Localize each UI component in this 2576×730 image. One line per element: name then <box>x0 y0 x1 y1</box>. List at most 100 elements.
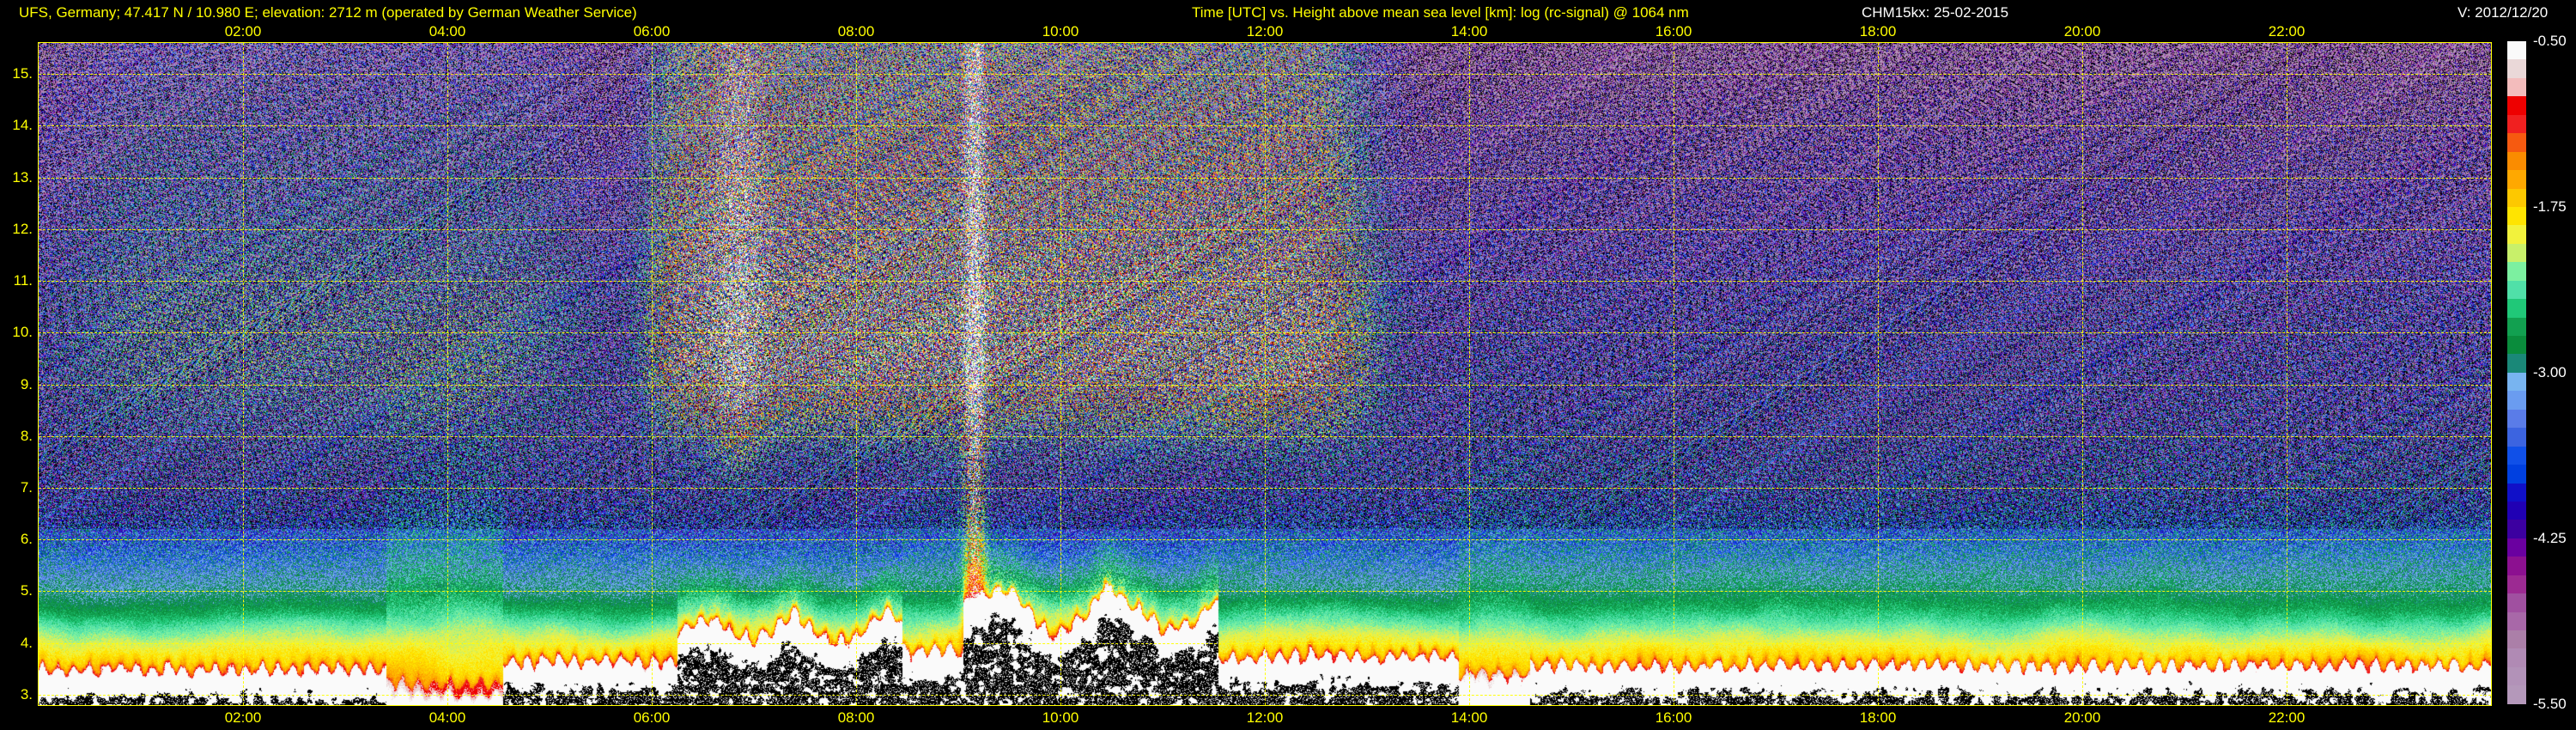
grid-line-horizontal <box>39 591 2491 593</box>
y-tick-5: 5. <box>20 582 33 599</box>
colorbar-segment <box>2507 299 2526 318</box>
colorbar-segment <box>2507 170 2526 189</box>
y-tick-6: 6. <box>20 531 33 548</box>
x-tick-bottom-1400: 14:00 <box>1450 709 1488 726</box>
y-tick-12: 12. <box>12 220 33 237</box>
colorbar-tick-0: -0.50 <box>2533 33 2567 49</box>
colorbar-segment <box>2507 409 2526 429</box>
grid-line-vertical <box>1060 43 1061 705</box>
grid-line-vertical <box>652 43 653 705</box>
y-tick-11: 11. <box>13 272 33 289</box>
grid-line-horizontal <box>39 694 2491 696</box>
colorbar-tick-4: -5.50 <box>2533 696 2567 712</box>
y-tick-3: 3. <box>20 685 33 703</box>
colorbar-tick-2: -3.00 <box>2533 364 2567 380</box>
x-tick-bottom-1000: 10:00 <box>1042 709 1079 726</box>
colorbar-segment <box>2507 354 2526 373</box>
colorbar-segment <box>2507 77 2526 97</box>
grid-line-horizontal <box>39 435 2491 437</box>
colorbar-segment <box>2507 465 2526 484</box>
x-tick-bottom-1600: 16:00 <box>1655 709 1692 726</box>
x-tick-top-2200: 22:00 <box>2268 23 2306 40</box>
colorbar-tick-3: -4.25 <box>2533 530 2567 546</box>
x-tick-bottom-0200: 02:00 <box>224 709 262 726</box>
grid-line-horizontal <box>39 125 2491 127</box>
grid-line-horizontal <box>39 488 2491 490</box>
x-tick-bottom-2200: 22:00 <box>2268 709 2306 726</box>
colorbar-segment <box>2507 575 2526 594</box>
grid-line-vertical <box>2082 43 2083 705</box>
colorbar-segment <box>2507 593 2526 612</box>
colorbar-segment <box>2507 96 2526 115</box>
colorbar-segment <box>2507 262 2526 281</box>
grid-line-horizontal <box>39 332 2491 334</box>
x-tick-bottom-1800: 18:00 <box>1859 709 1897 726</box>
x-tick-top-0400: 04:00 <box>428 23 466 40</box>
colorbar-segment <box>2507 648 2526 667</box>
colorbar-segment <box>2507 501 2526 520</box>
colorbar-segment <box>2507 372 2526 392</box>
colorbar-segment <box>2507 391 2526 410</box>
colorbar-segment <box>2507 151 2526 171</box>
grid-line-vertical <box>243 43 244 705</box>
colorbar-segment <box>2507 59 2526 78</box>
colorbar-segment <box>2507 41 2526 60</box>
colorbar-segment <box>2507 280 2526 300</box>
grid-line-horizontal <box>39 228 2491 230</box>
colorbar-segment <box>2507 630 2526 649</box>
colorbar-segment <box>2507 428 2526 447</box>
x-tick-bottom-0800: 08:00 <box>837 709 875 726</box>
grid-line-vertical <box>1469 43 1470 705</box>
colorbar-segment <box>2507 685 2526 704</box>
colorbar-segment <box>2507 483 2526 502</box>
x-tick-top-0200: 02:00 <box>224 23 262 40</box>
x-tick-top-0800: 08:00 <box>837 23 875 40</box>
x-tick-top-2000: 20:00 <box>2063 23 2101 40</box>
colorbar-segment <box>2507 611 2526 630</box>
colorbar-segment <box>2507 538 2526 557</box>
version-label: V: 2012/12/20 <box>2458 4 2549 21</box>
y-tick-9: 9. <box>20 375 33 392</box>
colorbar-segment <box>2507 557 2526 575</box>
grid-line-horizontal <box>39 539 2491 541</box>
colorbar-segment <box>2507 243 2526 263</box>
colorbar-segment <box>2507 336 2526 355</box>
grid-line-vertical <box>856 43 857 705</box>
colorbar-segment <box>2507 188 2526 207</box>
grid-line-vertical <box>1878 43 1879 705</box>
grid-line-horizontal <box>39 384 2491 386</box>
x-tick-top-1400: 14:00 <box>1450 23 1488 40</box>
grid-line-horizontal <box>39 642 2491 644</box>
grid-line-horizontal <box>39 177 2491 179</box>
colorbar <box>2507 41 2526 704</box>
x-tick-top-1800: 18:00 <box>1859 23 1897 40</box>
colorbar-segment <box>2507 317 2526 336</box>
grid-line-vertical <box>447 43 448 705</box>
y-tick-7: 7. <box>20 479 33 496</box>
backscatter-heatmap[interactable] <box>38 42 2492 706</box>
grid-line-vertical <box>1265 43 1266 705</box>
instrument-label: CHM15kx: 25-02-2015 <box>1862 4 2009 21</box>
x-tick-top-1000: 10:00 <box>1042 23 1079 40</box>
x-tick-bottom-2000: 20:00 <box>2063 709 2101 726</box>
x-tick-top-1600: 16:00 <box>1655 23 1692 40</box>
y-tick-15: 15. <box>12 65 33 82</box>
colorbar-segment <box>2507 666 2526 686</box>
y-tick-4: 4. <box>20 634 33 651</box>
x-tick-bottom-1200: 12:00 <box>1246 709 1284 726</box>
colorbar-segment <box>2507 133 2526 152</box>
colorbar-segment <box>2507 446 2526 465</box>
x-tick-bottom-0600: 06:00 <box>633 709 671 726</box>
x-tick-bottom-0400: 04:00 <box>428 709 466 726</box>
colorbar-segment <box>2507 520 2526 538</box>
colorbar-segment <box>2507 114 2526 134</box>
y-tick-10: 10. <box>12 324 33 341</box>
station-title: UFS, Germany; 47.417 N / 10.980 E; eleva… <box>19 4 637 21</box>
colorbar-segment <box>2507 206 2526 226</box>
grid-line-horizontal <box>39 281 2491 283</box>
grid-line-horizontal <box>39 74 2491 76</box>
axes-title: Time [UTC] vs. Height above mean sea lev… <box>1192 4 1689 21</box>
x-tick-top-0600: 06:00 <box>633 23 671 40</box>
y-tick-8: 8. <box>20 427 33 444</box>
x-tick-top-1200: 12:00 <box>1246 23 1284 40</box>
